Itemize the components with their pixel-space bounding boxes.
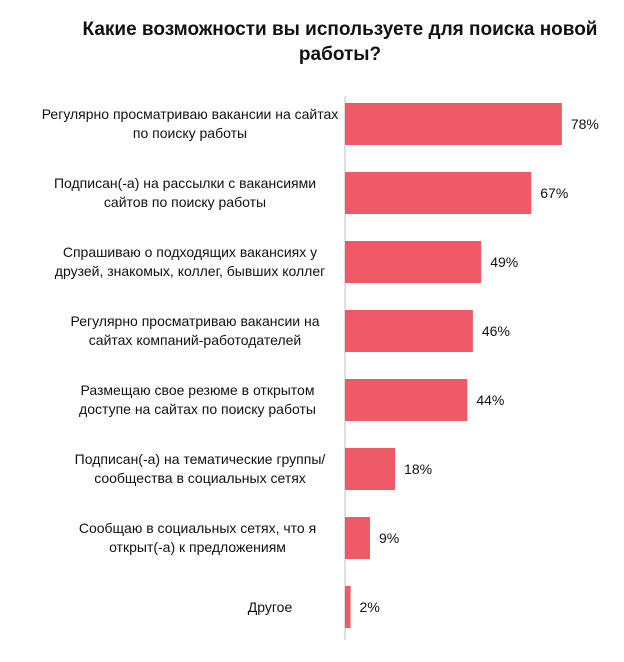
data-label: 44% [476,392,504,408]
chart-title: Какие возможности вы используете для пои… [82,19,598,65]
bar [345,517,371,559]
bar [345,172,532,214]
category-label: Сообщаю в социальных сетях, что я открыт… [78,520,317,555]
data-label: 18% [404,461,432,477]
data-label: 2% [360,599,380,615]
category-label: Спрашиваю о подходящих вакансиях у друзе… [54,244,326,279]
data-label: 9% [379,530,399,546]
bar [345,379,468,421]
data-label: 49% [490,254,518,270]
bar [345,586,351,628]
category-label: Размещаю свое резюме в открытом доступе … [79,382,316,417]
category-label: Подписан(-а) на рассылки с вакансиями са… [53,175,317,210]
data-label: 67% [540,185,568,201]
category-label: Другое [247,598,293,615]
bar [345,103,562,145]
category-label: Регулярно просматриваю вакансии на сайта… [70,313,320,348]
category-label: Подписан(-а) на тематические группы/сооб… [74,451,326,486]
category-label: Регулярно просматриваю вакансии на сайта… [41,106,339,141]
data-label: 78% [571,116,599,132]
data-label: 46% [482,323,510,339]
bar [345,448,396,490]
bar [345,241,482,283]
bar [345,310,473,352]
